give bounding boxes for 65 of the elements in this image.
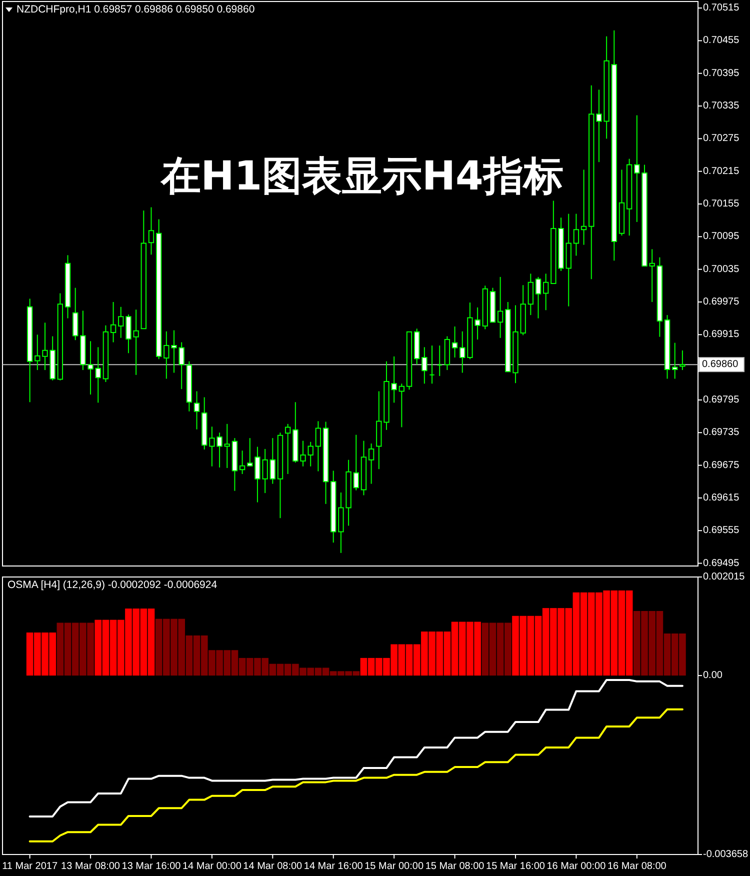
candlestick xyxy=(247,438,253,466)
x-tick-label: 13 Mar 08:00 xyxy=(61,861,120,872)
candlestick xyxy=(398,383,405,428)
line-series xyxy=(28,678,684,818)
candlestick xyxy=(284,423,291,475)
x-tick-label: 16 Mar 08:00 xyxy=(607,861,667,872)
x-tick-label: 15 Mar 16:00 xyxy=(486,861,546,872)
y-tick-label: 0.69795 xyxy=(703,394,740,406)
y-tick-label: 0.69675 xyxy=(703,460,740,471)
candlestick xyxy=(148,206,154,256)
x-tick-label: 16 Mar 00:00 xyxy=(546,861,606,872)
candlestick xyxy=(95,346,101,404)
y-tick-label: 0.69555 xyxy=(703,525,740,536)
candlestick xyxy=(528,273,534,316)
candlestick xyxy=(436,345,442,377)
candlestick xyxy=(72,287,78,341)
x-tick-label: 14 Mar 00:00 xyxy=(182,861,242,872)
y-tick-label: -0.003658 xyxy=(703,849,748,860)
x-tick-label: 14 Mar 16:00 xyxy=(304,861,364,872)
y-tick-label: 0.70275 xyxy=(703,133,740,144)
y-tick-label: 0.69915 xyxy=(703,329,740,340)
x-tick-label: 13 Mar 16:00 xyxy=(122,861,182,872)
candlestick xyxy=(368,443,374,484)
y-tick-label: 0.00 xyxy=(703,670,723,682)
y-tick-label: 0.70035 xyxy=(703,264,740,275)
candlestick xyxy=(239,450,246,475)
candlestick xyxy=(110,301,116,343)
y-tick-label: 0.70155 xyxy=(703,198,740,210)
y-tick-label: 0.70515 xyxy=(703,2,740,14)
x-tick-label: 14 Mar 08:00 xyxy=(243,861,303,872)
line-series xyxy=(28,708,684,842)
y-tick-label: 0.69615 xyxy=(703,492,740,504)
y-tick-label: 0.70395 xyxy=(703,68,740,79)
x-tick-label: 11 Mar 2017 xyxy=(2,861,58,872)
y-tick-label: 0.69975 xyxy=(703,296,740,308)
y-tick-label: 0.70335 xyxy=(703,100,740,112)
x-tick-label: 15 Mar 00:00 xyxy=(364,861,424,872)
candlestick xyxy=(672,342,678,380)
candlestick xyxy=(194,390,200,430)
candlestick xyxy=(497,276,504,338)
y-tick-label: 0.69495 xyxy=(703,558,740,569)
candlestick xyxy=(542,273,549,311)
candlestick xyxy=(535,276,542,319)
y-tick-label: 0.70455 xyxy=(703,35,740,46)
candlestick xyxy=(680,350,686,371)
annotation: 在H1图表显示H4指标 xyxy=(160,153,564,200)
x-tick-label: 15 Mar 08:00 xyxy=(425,861,485,872)
candlestick xyxy=(573,213,580,256)
candlestick xyxy=(452,326,458,358)
ref-line-label: 0.69860 xyxy=(702,359,739,370)
chart-title: OSMA [H4] (12,26,9) -0.0002092 -0.0006924 xyxy=(8,579,218,591)
chart-title: NZDCHFpro,H1 0.69857 0.69886 0.69850 0.69860 xyxy=(16,4,255,16)
y-tick-label: 0.70095 xyxy=(703,231,740,242)
candlestick xyxy=(580,169,587,246)
candlestick xyxy=(270,438,276,484)
candlestick xyxy=(353,434,359,491)
candlestick xyxy=(429,345,435,384)
y-tick-label: 0.002015 xyxy=(703,572,746,582)
candlestick xyxy=(422,346,428,384)
candlestick xyxy=(224,423,230,469)
y-tick-label: 0.70215 xyxy=(703,166,740,177)
y-tick-label: 0.69735 xyxy=(703,427,740,438)
candlestick xyxy=(460,330,466,374)
candlestick xyxy=(118,306,124,338)
candlestick xyxy=(315,420,322,472)
